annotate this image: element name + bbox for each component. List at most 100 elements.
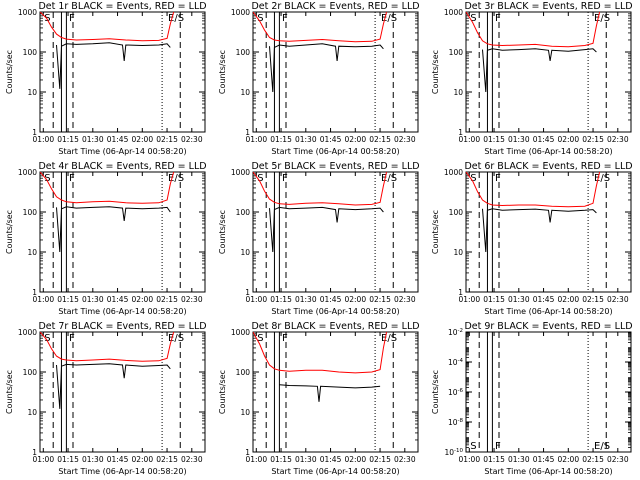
marker-label: S: [470, 441, 476, 452]
x-tick-label: 01:15: [57, 295, 79, 304]
y-axis-label: Counts/sec: [431, 50, 440, 94]
y-tick-label: 1000: [231, 8, 250, 17]
x-tick-label: 02:30: [607, 455, 629, 464]
events-series-line: [269, 43, 384, 93]
marker-label: F: [282, 333, 288, 344]
x-tick-label: 01:00: [32, 135, 54, 144]
events-series-line: [482, 208, 597, 253]
x-tick-label: 01:45: [320, 295, 342, 304]
x-tick-label: 01:15: [57, 455, 79, 464]
chart-title: Det 2r BLACK = Events, RED = LLD: [251, 1, 419, 12]
x-tick-label: 02:30: [394, 455, 416, 464]
x-tick-label: 01:30: [82, 135, 104, 144]
y-tick-label: 10: [27, 248, 37, 257]
x-tick-label: 02:15: [369, 135, 391, 144]
x-tick-label: 01:30: [508, 135, 530, 144]
plot-frame: [465, 171, 632, 293]
x-tick-label: 02:00: [557, 135, 579, 144]
y-tick-label: 100: [449, 208, 464, 217]
y-tick-label: 10: [453, 88, 463, 97]
y-axis-label: Counts/sec: [218, 210, 227, 254]
chart-title: Det 6r BLACK = Events, RED = LLD: [464, 161, 632, 172]
x-tick-label: 01:00: [32, 295, 54, 304]
y-axis-label: Counts/sec: [218, 370, 227, 414]
x-tick-label: 02:30: [394, 135, 416, 144]
x-tick-label: 02:00: [344, 135, 366, 144]
x-tick-label: 02:30: [607, 295, 629, 304]
x-axis-label: Start Time (06-Apr-14 00:58:20): [484, 147, 612, 156]
events-series-line: [482, 48, 597, 93]
y-axis-label: Counts/sec: [431, 210, 440, 254]
x-tick-label: 01:30: [508, 295, 530, 304]
x-tick-label: 02:00: [131, 455, 153, 464]
x-tick-label: 02:30: [181, 135, 203, 144]
chart-title: Det 1r BLACK = Events, RED = LLD: [38, 1, 206, 12]
x-tick-label: 01:45: [320, 135, 342, 144]
y-tick-label: 10-2: [448, 328, 463, 337]
x-tick-label: 01:15: [483, 455, 505, 464]
marker-label: S: [44, 13, 50, 24]
y-axis-label: Counts/sec: [5, 370, 14, 414]
y-tick-label: 100: [236, 48, 251, 57]
y-tick-label: 1: [32, 288, 37, 297]
marker-label: E/S: [168, 13, 184, 24]
y-tick-label: 10-10: [444, 448, 463, 457]
y-tick-label: 10: [453, 248, 463, 257]
events-series-line: [56, 42, 171, 89]
y-tick-label: 1: [245, 288, 250, 297]
chart-title: Det 3r BLACK = Events, RED = LLD: [464, 1, 632, 12]
marker-label: F: [495, 441, 501, 452]
x-tick-label: 02:15: [156, 455, 178, 464]
x-tick-label: 01:15: [483, 135, 505, 144]
x-tick-label: 01:45: [107, 295, 129, 304]
chart-panel-9: Det 9r BLACK = Events, RED = LLD Counts/s…: [431, 321, 633, 476]
plot-frame: [39, 331, 206, 453]
marker-label: S: [44, 333, 50, 344]
y-tick-label: 10: [240, 408, 250, 417]
y-tick-label: 10: [27, 408, 37, 417]
chart-panel-2: Det 2r BLACK = Events, RED = LLD Counts/s…: [218, 1, 420, 156]
x-tick-label: 01:15: [270, 295, 292, 304]
marker-label: E/S: [381, 173, 397, 184]
y-tick-label: 100: [236, 368, 251, 377]
x-axis-label: Start Time (06-Apr-14 00:58:20): [58, 467, 186, 476]
y-tick-label: 1000: [231, 328, 250, 337]
y-tick-label: 10: [27, 88, 37, 97]
y-tick-label: 1000: [444, 168, 463, 177]
x-axis-label: Start Time (06-Apr-14 00:58:20): [484, 467, 612, 476]
x-tick-label: 02:30: [181, 455, 203, 464]
lld-series-line: [253, 12, 388, 43]
x-axis-label: Start Time (06-Apr-14 00:58:20): [271, 147, 399, 156]
x-tick-label: 02:30: [181, 295, 203, 304]
x-tick-label: 01:30: [295, 455, 317, 464]
x-axis-label: Start Time (06-Apr-14 00:58:20): [58, 307, 186, 316]
x-tick-label: 02:00: [344, 295, 366, 304]
x-tick-label: 02:15: [582, 135, 604, 144]
y-axis-label: Counts/sec: [218, 50, 227, 94]
x-tick-label: 01:00: [458, 135, 480, 144]
chart-title: Det 4r BLACK = Events, RED = LLD: [38, 161, 206, 172]
x-tick-label: 01:45: [533, 455, 555, 464]
marker-label: S: [257, 333, 263, 344]
marker-label: S: [470, 13, 476, 24]
plot-frame: [252, 11, 419, 133]
y-tick-label: 1: [458, 128, 463, 137]
y-tick-label: 100: [23, 208, 38, 217]
x-axis-label: Start Time (06-Apr-14 00:58:20): [58, 147, 186, 156]
marker-label: F: [69, 333, 75, 344]
lld-series-line: [40, 332, 175, 362]
x-tick-label: 02:00: [557, 455, 579, 464]
x-tick-label: 02:00: [344, 455, 366, 464]
y-tick-label: 100: [23, 368, 38, 377]
x-tick-label: 01:15: [57, 135, 79, 144]
y-tick-label: 100: [449, 48, 464, 57]
marker-label: F: [69, 173, 75, 184]
x-tick-label: 01:45: [533, 295, 555, 304]
x-tick-label: 01:00: [245, 295, 267, 304]
plot-frame: [252, 171, 419, 293]
events-series-line: [56, 363, 171, 409]
chart-panel-1: Det 1r BLACK = Events, RED = LLD Counts/s…: [5, 1, 207, 156]
marker-label: S: [470, 173, 476, 184]
y-tick-label: 10-4: [448, 358, 464, 367]
